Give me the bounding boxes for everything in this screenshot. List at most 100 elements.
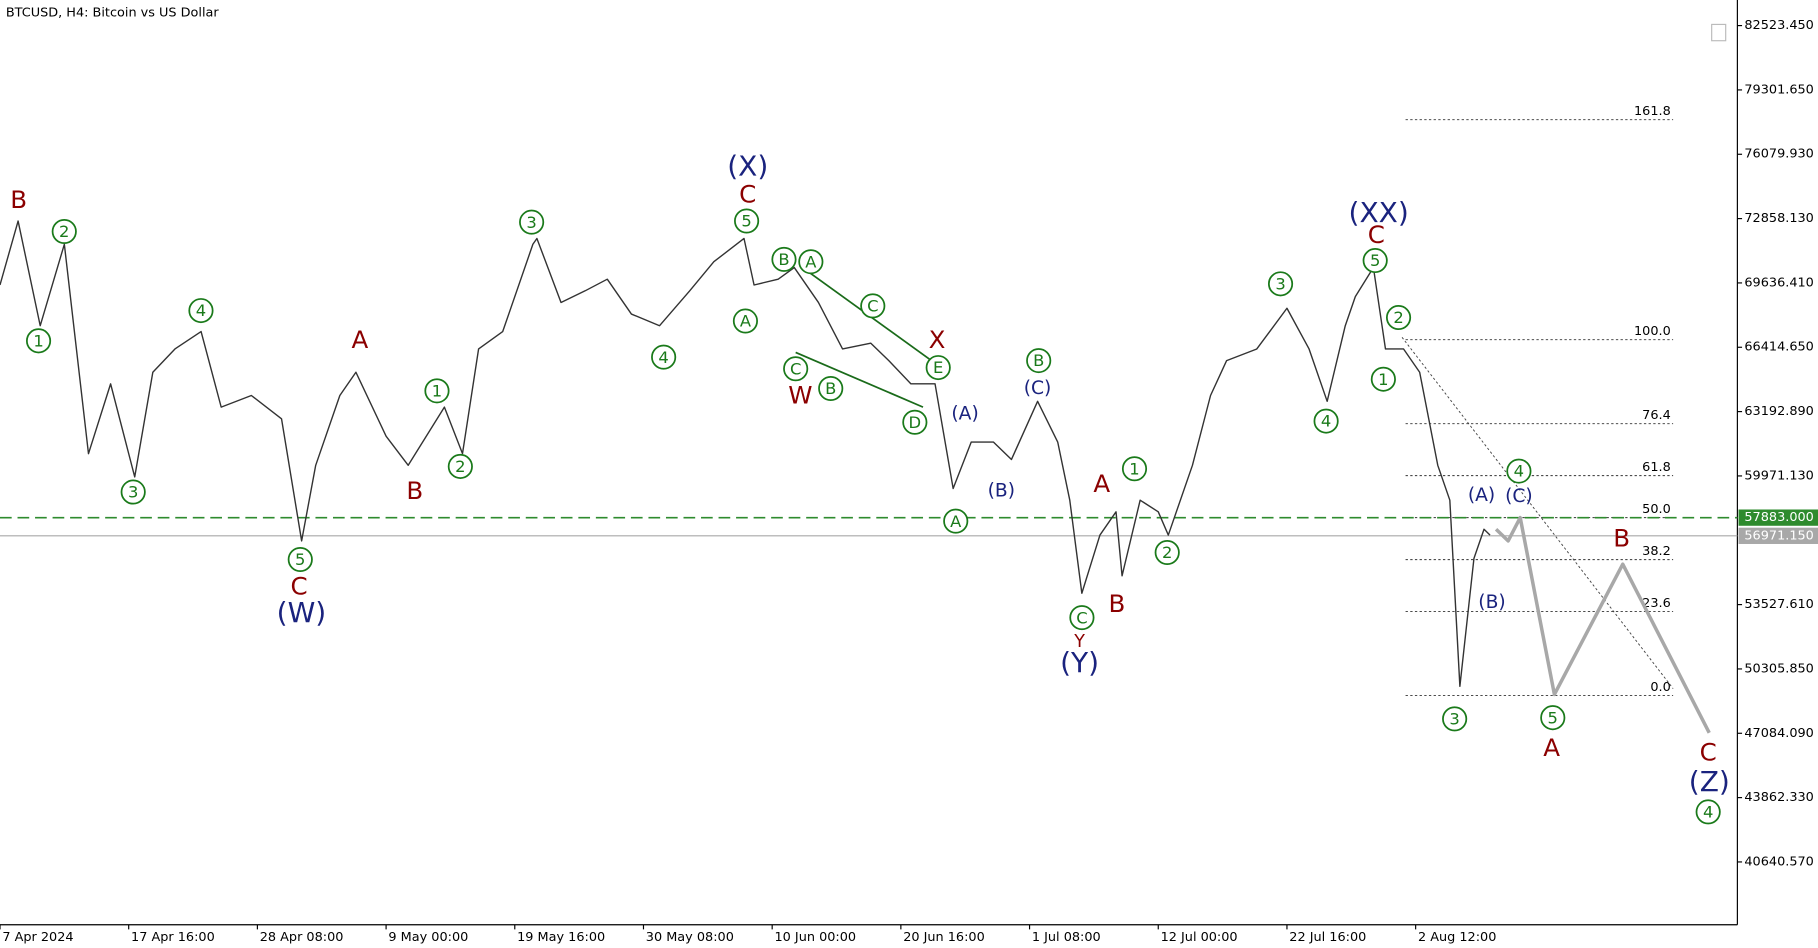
- x-tick-label: 9 May 00:00: [388, 930, 468, 945]
- wave-circle: [120, 479, 146, 505]
- wave-label: C: [1368, 220, 1385, 249]
- wave-label: 1: [1129, 459, 1139, 478]
- wave-label: E: [933, 358, 943, 377]
- wave-label: 3: [526, 213, 536, 232]
- wave-label: (C): [1505, 486, 1533, 507]
- wave-label: 2: [1393, 308, 1403, 327]
- wave-label: B: [1109, 589, 1126, 618]
- wave-label: (B): [1478, 592, 1505, 613]
- wave-label: B: [406, 476, 423, 505]
- wave-circle: [651, 344, 677, 370]
- price-tag-label: 56971.150: [1744, 528, 1813, 543]
- wave-label: 1: [432, 382, 442, 401]
- wave-circle: [25, 328, 52, 354]
- wave-circle: [783, 356, 809, 382]
- wave-label: (XX): [1349, 196, 1409, 229]
- wave-label: 5: [741, 212, 751, 231]
- x-tick-label: 19 May 16:00: [517, 930, 605, 945]
- wave-label: 3: [128, 483, 138, 502]
- wave-circle: [447, 453, 473, 479]
- wave-circle: [925, 355, 951, 381]
- y-tick-label: 47084.090: [1744, 726, 1813, 741]
- wave-label: C: [790, 359, 801, 378]
- y-tick-label: 66414.650: [1744, 340, 1813, 355]
- y-tick-label: 50305.850: [1744, 661, 1813, 676]
- wave-label: 5: [1370, 251, 1380, 270]
- price-tag: [1738, 509, 1818, 526]
- wave-label: (B): [988, 480, 1015, 501]
- wave-label: C: [739, 179, 756, 208]
- wave-circle: [1370, 366, 1396, 392]
- wave-circle: [519, 209, 545, 235]
- y-tick-label: 40640.570: [1744, 854, 1813, 869]
- wave-circle: [1540, 705, 1566, 731]
- icon-box: [1711, 23, 1727, 42]
- wave-label: C: [291, 571, 308, 600]
- trend-line: [1401, 337, 1674, 689]
- wave-label: 1: [33, 332, 43, 351]
- wave-circle: [1506, 458, 1532, 484]
- wave-label: X: [929, 325, 946, 354]
- wave-circle: [1069, 605, 1095, 631]
- wave-label: 3: [1275, 275, 1285, 294]
- x-tick-label: 10 Jun 00:00: [775, 930, 857, 945]
- wave-label: A: [1093, 469, 1110, 498]
- wave-circle: [1362, 248, 1388, 274]
- x-tick-label: 2 Aug 12:00: [1418, 930, 1496, 945]
- fib-label: 23.6: [1642, 596, 1671, 611]
- wave-label: A: [351, 325, 368, 354]
- projection-line: [1494, 515, 1711, 734]
- wave-label: 2: [1162, 543, 1172, 562]
- wave-label: C: [1700, 738, 1717, 767]
- wave-label: (Z): [1689, 765, 1730, 798]
- x-tick-label: 28 Apr 08:00: [260, 930, 344, 945]
- wave-circle: [1121, 456, 1148, 482]
- wave-circle: [734, 208, 760, 234]
- wave-label: B: [825, 379, 836, 398]
- wave-circle: [771, 246, 797, 272]
- y-tick-label: 76079.930: [1744, 147, 1813, 162]
- y-tick-label: 43862.330: [1744, 790, 1813, 805]
- wave-circle: [732, 308, 758, 334]
- wave-circle: [902, 409, 928, 435]
- wave-circle: [51, 218, 77, 244]
- wave-label: B: [10, 185, 27, 214]
- fib-label: 76.4: [1642, 408, 1671, 423]
- fib-label: 38.2: [1642, 544, 1671, 559]
- y-tick-label: 53527.610: [1744, 597, 1813, 612]
- wave-label: C: [1076, 608, 1087, 627]
- wave-label: Y: [1073, 632, 1085, 652]
- price-tag-label: 57883.000: [1744, 510, 1813, 525]
- wave-circle: [1026, 348, 1052, 374]
- wave-label: 5: [295, 550, 305, 569]
- wave-label: B: [1613, 524, 1630, 553]
- y-tick-label: 69636.410: [1744, 275, 1813, 290]
- wave-label: A: [950, 512, 962, 531]
- wave-label: A: [805, 252, 817, 271]
- x-tick-label: 17 Apr 16:00: [131, 930, 215, 945]
- wave-label: (A): [1468, 485, 1495, 506]
- wave-label: A: [1543, 733, 1560, 762]
- x-tick-label: 7 Apr 2024: [2, 930, 73, 945]
- wave-circle: [798, 249, 824, 275]
- wave-label: (W): [277, 596, 327, 629]
- wave-label: 4: [196, 301, 206, 320]
- triangle-line: [795, 351, 924, 408]
- price-tag: [1738, 527, 1818, 544]
- wave-label: 4: [1703, 803, 1713, 822]
- wave-label: 4: [658, 348, 668, 367]
- y-tick-label: 82523.450: [1744, 18, 1813, 33]
- wave-label: A: [740, 312, 752, 331]
- wave-label: (X): [727, 150, 768, 183]
- fib-label: 100.0: [1634, 324, 1671, 339]
- wave-label: 2: [455, 457, 465, 476]
- x-tick-label: 1 Jul 08:00: [1032, 930, 1101, 945]
- wave-circle: [1385, 305, 1412, 331]
- wave-label: B: [1033, 351, 1044, 370]
- chart-title: BTCUSD, H4: Bitcoin vs US Dollar: [6, 5, 220, 20]
- x-tick-label: 22 Jul 16:00: [1289, 930, 1366, 945]
- y-tick-label: 59971.130: [1744, 468, 1813, 483]
